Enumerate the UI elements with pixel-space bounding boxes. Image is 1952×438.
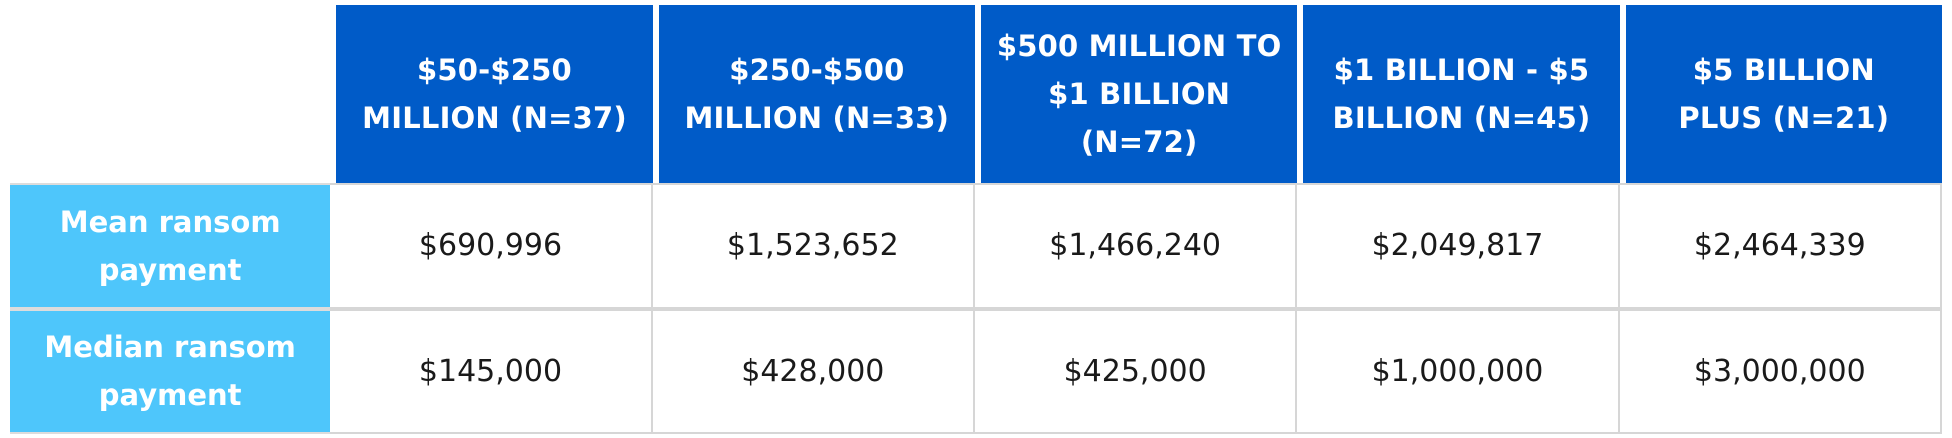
column-header-line: $50-$250 (417, 53, 572, 87)
column-header-line: $500 MILLION TO (996, 29, 1282, 63)
table-cell: $145,000 (330, 308, 653, 434)
table-cell: $1,523,652 (652, 183, 975, 309)
column-header-line: $250-$500 (729, 53, 905, 87)
column-header-line: BILLION (N=45) (1332, 101, 1591, 135)
table-cell: $1,000,000 (1297, 308, 1620, 434)
column-header: $50-$250 MILLION (N=37) (330, 5, 653, 183)
column-header: $500 MILLION TO $1 BILLION (N=72) (974, 5, 1298, 183)
column-header: $5 BILLION PLUS (N=21) (1619, 5, 1942, 183)
table-cell: $2,049,817 (1297, 183, 1620, 309)
column-header-line: $5 BILLION (1692, 53, 1875, 87)
header-row: $50-$250 MILLION (N=37) $250-$500 MILLIO… (10, 5, 1942, 183)
column-header: $1 BILLION - $5 BILLION (N=45) (1297, 5, 1620, 183)
ransom-payment-table: $50-$250 MILLION (N=37) $250-$500 MILLIO… (10, 5, 1942, 434)
column-header-line: $1 BILLION (N=72) (1048, 77, 1231, 159)
column-header-line: MILLION (N=37) (362, 101, 627, 135)
column-header-line: PLUS (N=21) (1678, 101, 1890, 135)
table-row-mean: Mean ransom payment $690,996 $1,523,652 … (10, 183, 1942, 309)
row-header-line: Mean ransom (59, 204, 281, 239)
row-header-line: Median ransom (44, 330, 296, 365)
row-header: Mean ransom payment (10, 183, 331, 309)
table-row-median: Median ransom payment $145,000 $428,000 … (10, 308, 1942, 434)
column-header-line: MILLION (N=33) (684, 101, 950, 135)
table-cell: $1,466,240 (974, 183, 1298, 309)
row-header-line: payment (98, 252, 242, 287)
table-cell: $425,000 (974, 308, 1298, 434)
table-cell: $2,464,339 (1619, 183, 1942, 309)
ransom-payment-table-container: $50-$250 MILLION (N=37) $250-$500 MILLIO… (10, 5, 1942, 434)
table-cell: $428,000 (652, 308, 975, 434)
corner-cell (10, 5, 331, 183)
table-cell: $690,996 (330, 183, 653, 309)
row-header-line: payment (98, 378, 242, 413)
column-header: $250-$500 MILLION (N=33) (652, 5, 975, 183)
row-header: Median ransom payment (10, 308, 331, 434)
table-cell: $3,000,000 (1619, 308, 1942, 434)
column-header-line: $1 BILLION - $5 (1333, 53, 1590, 87)
